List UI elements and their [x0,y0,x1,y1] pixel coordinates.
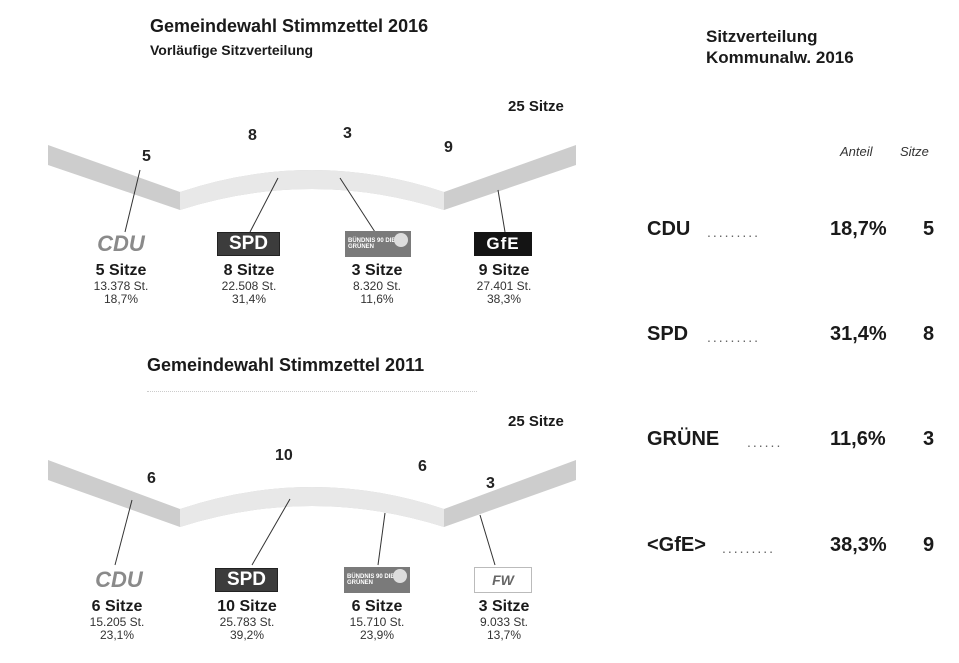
party-share: 23,1% [99,628,135,642]
summary-row-gfe: <GfE> ......... 38,3% 9 [647,534,947,562]
party-votes: 15.205 St. [89,615,145,629]
arc-seat-number: 3 [343,125,352,142]
pointer-line-spd [251,498,291,566]
chart-2016-seat-arc: 5 8 3 9 [48,125,576,233]
party-column-spd: 10 Sitze 25.783 St. 39,2% [192,598,302,642]
summary-party: CDU [647,218,691,240]
arc-seat-number: 6 [147,470,156,487]
party-seats: 10 Sitze [217,598,277,615]
summary-seats: 9 [923,534,935,556]
party-share: 13,7% [486,628,522,642]
summary-dots: ......... [707,224,761,240]
arc-seat-number: 9 [444,139,453,156]
party-share: 11,6% [360,292,394,306]
summary-share: 38,3% [830,534,887,556]
arc-band-light [180,170,444,210]
sunflower-icon [393,569,407,583]
pointer-line-gruene [377,512,386,566]
party-seats: 8 Sitze [223,262,275,279]
party-seats: 9 Sitze [478,262,530,279]
summary-row-spd: SPD ......... 31,4% 8 [647,323,947,351]
party-seats: 3 Sitze [351,262,403,279]
party-seats: 5 Sitze [95,262,147,279]
pointer-line-spd [249,177,279,233]
chart-2016-total-seats: 25 Sitze [508,98,564,115]
spd-logo: SPD [215,568,278,592]
party-seats: 6 Sitze [351,598,403,615]
gfe-logo: GfE [474,232,532,256]
summary-dots: ......... [722,540,776,556]
arc-seat-number: 5 [142,148,151,165]
party-share: 23,9% [359,628,395,642]
summary-row-cdu: CDU ......... 18,7% 5 [647,218,947,246]
pointer-line-gfe [497,189,506,233]
summary-dots: ......... [707,329,761,345]
arc-seat-number: 10 [275,447,293,464]
gruene-logo-text: BÜNDNIS 90 DIE GRÜNEN [347,574,395,586]
fw-logo: FW [474,567,532,593]
summary-title: Sitzverteilung Kommunalw. 2016 [706,26,854,68]
summary-seats: 5 [923,218,935,240]
party-votes: 27.401 St. [476,279,532,293]
pointer-line-cdu [114,499,133,566]
party-column-gruene: 3 Sitze 8.320 St. 11,6% [322,262,432,306]
sunflower-icon [394,233,408,247]
column-header-sitze: Sitze [900,144,929,159]
summary-party: <GfE> [647,534,706,556]
summary-title-line2: Kommunalw. 2016 [706,48,854,67]
party-column-gfe: 9 Sitze 27.401 St. 38,3% [449,262,559,306]
column-header-anteil: Anteil [840,144,873,159]
party-share: 38,3% [486,292,522,306]
party-votes: 13.378 St. [93,279,149,293]
pointer-line-fw [479,514,496,566]
party-share: 39,2% [229,628,265,642]
party-column-fw: 3 Sitze 9.033 St. 13,7% [449,598,559,642]
spd-logo: SPD [217,232,280,256]
summary-title-line1: Sitzverteilung [706,27,818,46]
party-share: 31,4% [231,292,267,306]
party-share: 18,7% [103,292,139,306]
cdu-logo: CDU [95,567,143,592]
cdu-logo: CDU [97,231,145,256]
summary-party: GRÜNE [647,428,720,450]
party-column-cdu: 6 Sitze 15.205 St. 23,1% [62,598,172,642]
gruene-logo-text: BÜNDNIS 90 DIE GRÜNEN [348,238,396,250]
party-seats: 6 Sitze [91,598,143,615]
party-votes: 8.320 St. [352,279,402,293]
chart-2016-subtitle: Vorläufige Sitzverteilung [150,42,314,58]
party-column-cdu: 5 Sitze 13.378 St. 18,7% [66,262,176,306]
party-votes: 22.508 St. [221,279,277,293]
summary-row-gruene: GRÜNE ...... 11,6% 3 [647,428,947,456]
party-column-gruene: 6 Sitze 15.710 St. 23,9% [322,598,432,642]
arc-seat-number: 8 [248,127,257,144]
pointer-line-cdu [124,169,141,233]
arc-seat-number: 6 [418,458,427,475]
pointer-line-gruene [339,177,376,233]
party-votes: 9.033 St. [479,615,529,629]
divider [147,389,477,392]
summary-dots: ...... [747,434,783,450]
chart-2011-seat-arc: 6 10 6 3 [48,447,576,566]
summary-seats: 3 [923,428,935,450]
chart-2011-total-seats: 25 Sitze [508,413,564,430]
chart-2011-title: Gemeindewahl Stimmzettel 2011 [147,355,425,375]
party-column-spd: 8 Sitze 22.508 St. 31,4% [194,262,304,306]
summary-share: 18,7% [830,218,887,240]
gruene-logo: BÜNDNIS 90 DIE GRÜNEN [344,567,410,593]
gruene-logo: BÜNDNIS 90 DIE GRÜNEN [345,231,411,257]
arc-seat-number: 3 [486,475,495,492]
summary-share: 11,6% [830,428,886,450]
summary-share: 31,4% [830,323,887,345]
chart-2016-title: Gemeindewahl Stimmzettel 2016 [150,16,429,36]
party-votes: 15.710 St. [349,615,405,629]
arc-band-light [180,487,444,527]
party-seats: 3 Sitze [478,598,530,615]
summary-seats: 8 [923,323,935,345]
summary-party: SPD [647,323,689,345]
party-votes: 25.783 St. [219,615,275,629]
